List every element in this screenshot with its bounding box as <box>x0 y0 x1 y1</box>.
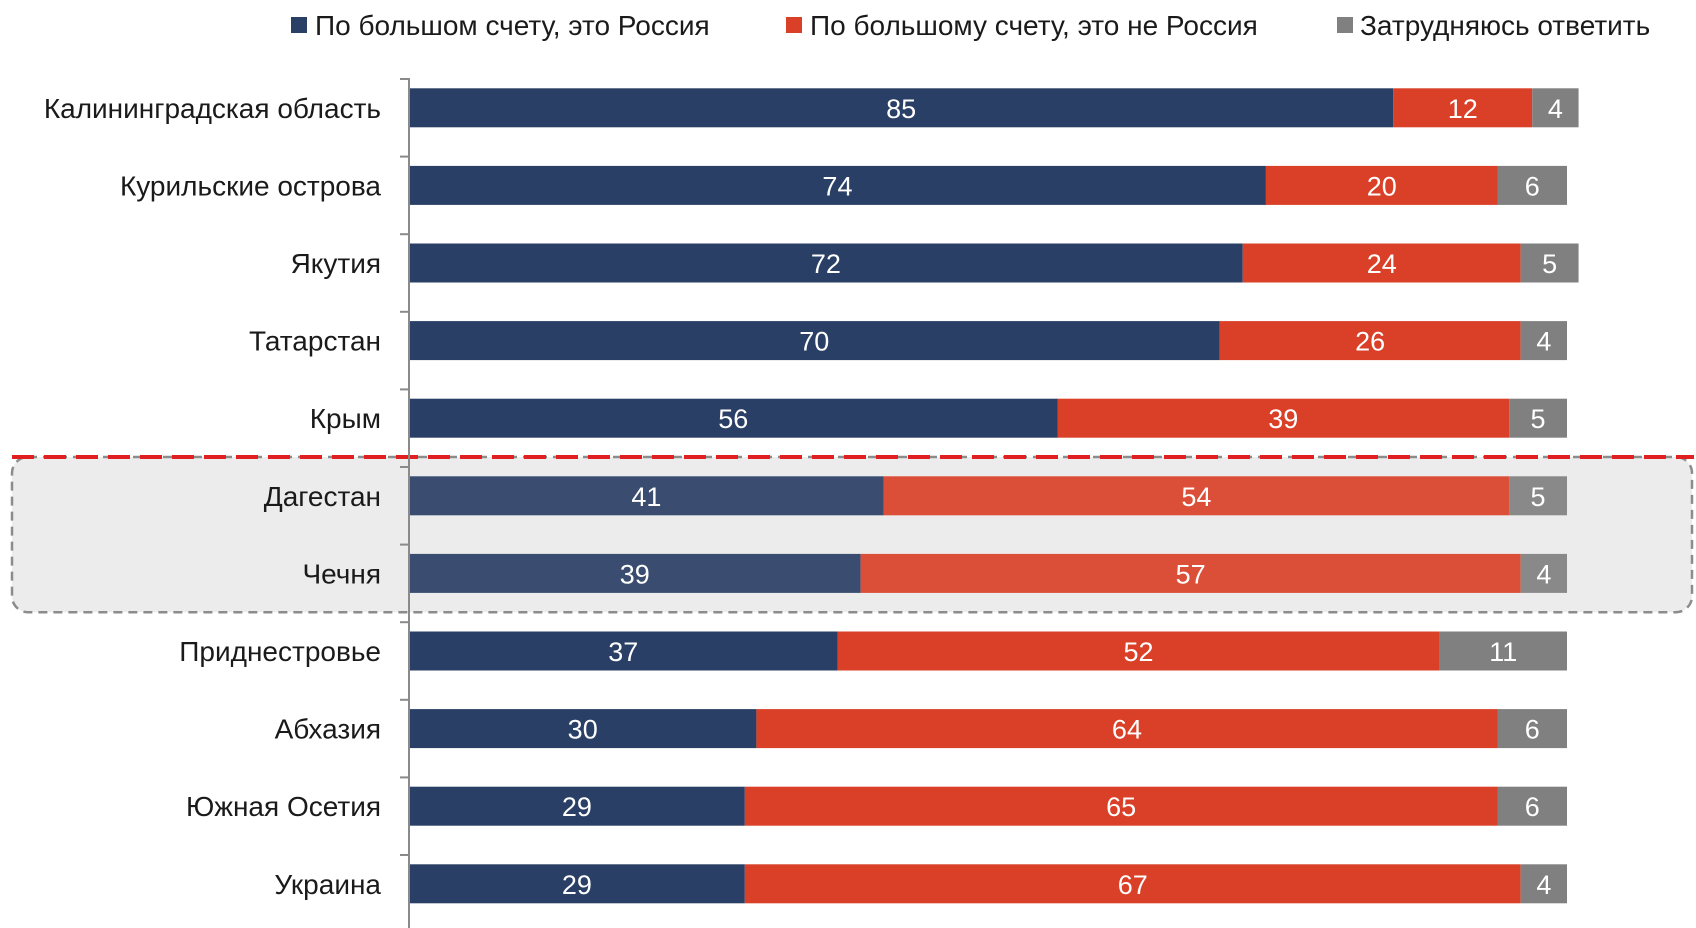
value-label-2-абхазия: 64 <box>1112 715 1142 745</box>
bar-segment-3-калининградская-область <box>1532 88 1579 128</box>
legend-label-2: По большому счету, это не Россия <box>810 10 1258 41</box>
bar-segment-1-дагестан <box>409 476 884 516</box>
value-label-1-украина: 29 <box>562 870 592 900</box>
bar-segment-2-калининградская-область <box>1393 88 1533 128</box>
bar-segment-1-крым <box>409 398 1058 438</box>
bar-segment-1-южная-осетия <box>409 786 745 826</box>
bar-segment-1-чечня <box>409 553 861 593</box>
legend: По большом счету, это Россия По большому … <box>291 10 1650 41</box>
bar-segment-2-татарстан <box>1219 321 1521 361</box>
legend-swatch-3 <box>1337 17 1353 33</box>
value-label-3-якутия: 5 <box>1542 249 1557 279</box>
value-label-2-татарстан: 26 <box>1355 327 1385 357</box>
bar-segment-2-абхазия <box>756 709 1498 749</box>
value-label-3-южная-осетия: 6 <box>1525 792 1540 822</box>
bar-segment-1-курильские-острова <box>409 165 1266 205</box>
category-label-приднестровье: Приднестровье <box>179 636 381 667</box>
value-label-2-якутия: 24 <box>1367 249 1397 279</box>
value-label-3-татарстан: 4 <box>1536 327 1551 357</box>
value-label-3-украина: 4 <box>1536 870 1551 900</box>
value-label-2-приднестровье: 52 <box>1124 637 1154 667</box>
bar-segment-2-приднестровье <box>837 631 1440 671</box>
category-label-татарстан: Татарстан <box>249 326 381 357</box>
bar-segment-2-якутия <box>1242 243 1521 283</box>
bars-layer <box>409 88 1579 904</box>
bar-segment-1-приднестровье <box>409 631 838 671</box>
value-label-2-калининградская-область: 12 <box>1448 94 1478 124</box>
value-label-1-южная-осетия: 29 <box>562 792 592 822</box>
value-label-3-крым: 5 <box>1531 404 1546 434</box>
value-label-1-чечня: 39 <box>620 559 650 589</box>
value-label-3-приднестровье: 11 <box>1489 637 1517 667</box>
bar-segment-3-приднестровье <box>1439 631 1567 671</box>
category-label-якутия: Якутия <box>291 248 381 279</box>
bar-segment-2-украина <box>744 864 1521 904</box>
value-label-1-абхазия: 30 <box>568 715 598 745</box>
value-label-3-чечня: 4 <box>1536 559 1551 589</box>
bar-segment-3-южная-осетия <box>1497 786 1567 826</box>
category-label-калининградская-область: Калининградская область <box>44 93 381 124</box>
value-label-2-южная-осетия: 65 <box>1106 792 1136 822</box>
value-label-3-абхазия: 6 <box>1525 715 1540 745</box>
category-label-курильские-острова: Курильские острова <box>120 170 381 201</box>
legend-label-1: По большом счету, это Россия <box>315 10 710 41</box>
value-label-3-курильские-острова: 6 <box>1525 171 1540 201</box>
bar-segment-3-чечня <box>1520 553 1567 593</box>
value-label-3-калининградская-область: 4 <box>1548 94 1563 124</box>
category-label-крым: Крым <box>310 403 381 434</box>
bar-segment-3-татарстан <box>1520 321 1567 361</box>
value-label-1-калининградская-область: 85 <box>886 94 916 124</box>
value-label-2-чечня: 57 <box>1176 559 1206 589</box>
category-label-абхазия: Абхазия <box>275 714 381 745</box>
bar-segment-3-украина <box>1520 864 1567 904</box>
bar-segment-2-чечня <box>860 553 1521 593</box>
value-label-3-дагестан: 5 <box>1531 482 1546 512</box>
bar-segment-3-курильские-острова <box>1497 165 1567 205</box>
bar-segment-1-татарстан <box>409 321 1220 361</box>
bar-segment-1-калининградская-область <box>409 88 1394 128</box>
value-label-1-татарстан: 70 <box>799 327 829 357</box>
bar-segment-2-дагестан <box>883 476 1510 516</box>
category-label-южная-осетия: Южная Осетия <box>186 791 381 822</box>
bar-segment-2-южная-осетия <box>744 786 1498 826</box>
value-label-1-приднестровье: 37 <box>608 637 638 667</box>
axis-layer <box>400 78 410 928</box>
bar-segment-1-украина <box>409 864 745 904</box>
bar-segment-3-крым <box>1509 398 1567 438</box>
bar-segment-3-дагестан <box>1509 476 1567 516</box>
value-label-2-украина: 67 <box>1118 870 1148 900</box>
value-label-2-курильские-острова: 20 <box>1367 171 1397 201</box>
legend-swatch-1 <box>291 17 307 33</box>
value-label-1-крым: 56 <box>718 404 748 434</box>
legend-label-3: Затрудняюсь ответить <box>1360 10 1650 41</box>
bar-segment-1-якутия <box>409 243 1243 283</box>
bar-segment-3-якутия <box>1520 243 1579 283</box>
bar-segment-3-абхазия <box>1497 709 1567 749</box>
category-label-украина: Украина <box>274 869 381 900</box>
bar-segment-2-курильские-острова <box>1265 165 1498 205</box>
value-label-1-дагестан: 41 <box>631 482 661 512</box>
legend-swatch-2 <box>786 17 802 33</box>
category-label-дагестан: Дагестан <box>264 481 381 512</box>
value-label-1-якутия: 72 <box>811 249 841 279</box>
value-label-1-курильские-острова: 74 <box>822 171 852 201</box>
bar-segment-1-абхазия <box>409 709 757 749</box>
bar-segment-2-крым <box>1057 398 1510 438</box>
labels-layer: 85 12 4 Калининградская область 74 20 6 Курильс… <box>44 93 1563 900</box>
value-label-2-дагестан: 54 <box>1181 482 1211 512</box>
value-label-2-крым: 39 <box>1268 404 1298 434</box>
category-label-чечня: Чечня <box>302 558 381 589</box>
